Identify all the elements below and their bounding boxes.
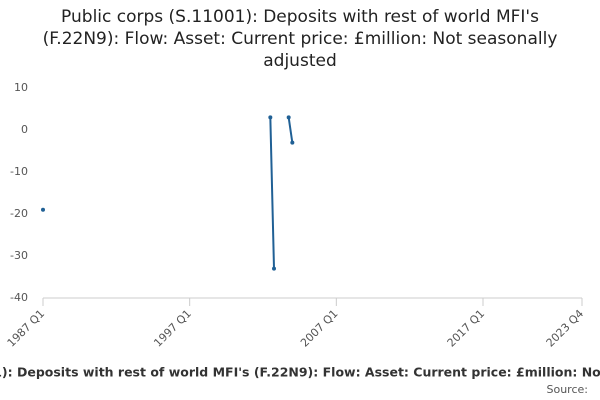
x-tick-label: 1987 Q1: [5, 307, 48, 350]
x-tick-label: 2007 Q1: [298, 307, 341, 350]
y-tick-label: -10: [10, 165, 28, 178]
y-tick-label: -40: [10, 291, 28, 304]
y-tick-label: 10: [14, 81, 28, 94]
source: Source:: [547, 383, 589, 396]
point: [272, 266, 276, 271]
y-tick-label: 0: [21, 123, 28, 136]
point: [286, 115, 291, 120]
point: [268, 115, 273, 120]
chart-title: Public corps (S.11001): Deposits with re…: [42, 7, 558, 71]
x-tick-label: 2023 Q4: [544, 307, 587, 350]
y-tick-label: -30: [10, 249, 28, 262]
series-line: [269, 117, 294, 269]
point: [41, 207, 45, 212]
point: [290, 140, 295, 145]
y-tick-label: -20: [10, 207, 28, 220]
x-tick-label: 1997 Q1: [151, 307, 194, 350]
x-tick-label: 2017 Q1: [445, 307, 488, 350]
legend-entry: Public corps (S.11001): Deposits with re…: [0, 365, 600, 380]
